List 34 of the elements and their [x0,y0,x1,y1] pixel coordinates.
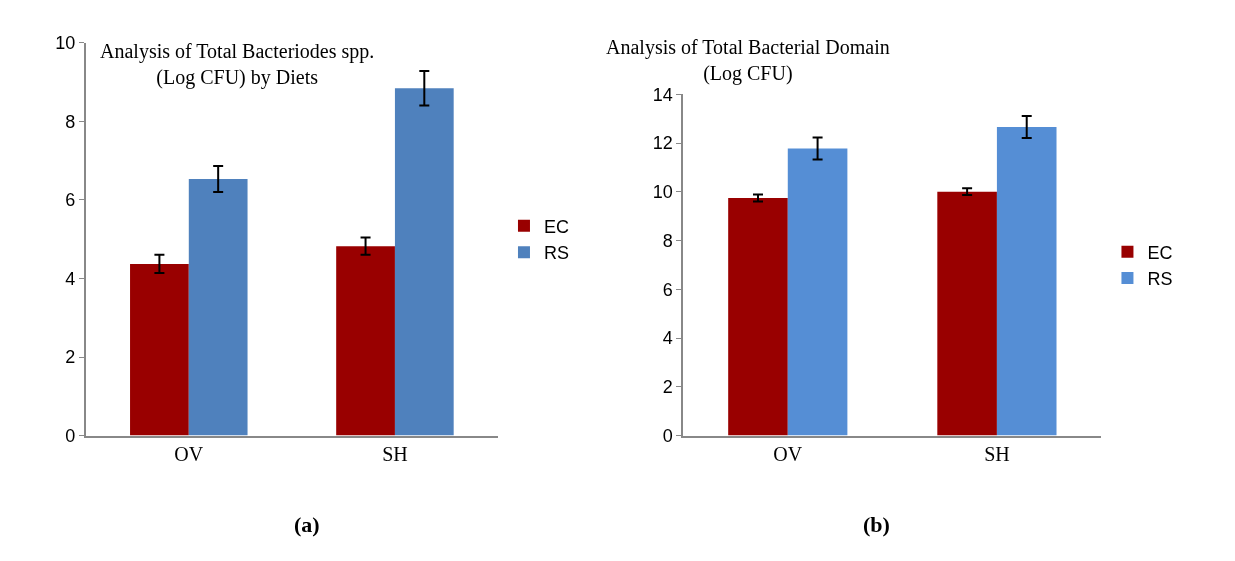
bar [937,191,997,436]
y-tick-label: 0 [65,425,76,446]
bar [336,246,395,436]
chart-title: Analysis of Total Bacterial Domain (Log CFU) [606,36,890,85]
bar [996,127,1057,436]
x-tick-label: SH [984,443,1010,466]
y-tick-label: 2 [65,347,76,368]
legend-label: RS [543,243,569,264]
legend-label: RS [1147,269,1173,290]
bar [728,197,788,436]
y-tick-label: 12 [652,133,673,154]
x-tick-label: SH [382,443,408,466]
x-tick-label: OV [174,443,204,466]
y-tick-label: 6 [662,279,673,300]
y-tick-label: 6 [65,190,76,211]
text: Analysis of Total Bacteriodes spp. (Log CFU) by Diets [100,40,375,89]
y-tick-label: 8 [65,111,76,132]
text: (b) [863,512,890,537]
y-tick-label: 4 [662,328,673,349]
bar [787,148,848,436]
x-tick-label: OV [773,443,803,466]
bar [188,179,248,436]
y-tick-label: 8 [662,230,673,251]
y-tick-label: 0 [662,425,673,446]
y-tick-label: 10 [652,182,673,203]
text: (a) [294,512,320,537]
y-tick-label: 14 [652,84,673,105]
y-tick-label: 10 [55,32,76,53]
y-tick-label: 4 [65,268,76,289]
y-tick-label: 2 [662,377,673,398]
bar [130,263,189,436]
legend-label: EC [1147,242,1173,263]
bar [394,88,454,436]
legend-label: EC [543,216,569,237]
